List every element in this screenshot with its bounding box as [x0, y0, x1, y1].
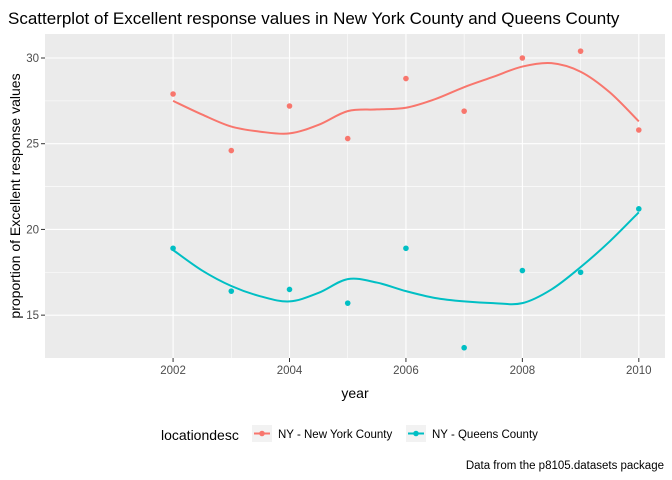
- legend-key-point: [413, 430, 419, 437]
- data-point-series-1: [403, 245, 409, 252]
- data-point-series-1: [344, 300, 351, 306]
- smooth-line-series-0: [172, 61, 640, 135]
- data-point-series-1: [286, 286, 293, 293]
- data-point-series-0: [170, 91, 176, 97]
- data-point-series-1: [519, 267, 526, 274]
- x-axis-title: year: [341, 385, 369, 401]
- data-points: [170, 48, 642, 351]
- legend-key-point: [259, 430, 265, 437]
- data-point-series-0: [403, 75, 409, 82]
- data-point-series-0: [577, 48, 584, 54]
- data-point-series-1: [228, 288, 235, 294]
- y-tick-label: 30: [26, 53, 39, 65]
- x-tick-label: 2002: [160, 365, 186, 377]
- data-point-series-0: [228, 147, 235, 154]
- chart-title: Scatterplot of Excellent response values…: [8, 9, 620, 28]
- y-tick-label: 20: [26, 224, 39, 236]
- data-point-series-1: [577, 269, 584, 276]
- data-point-series-1: [636, 206, 642, 212]
- data-point-series-0: [286, 103, 293, 109]
- x-tick-label: 2010: [626, 365, 652, 377]
- x-tick-label: 2006: [393, 365, 419, 377]
- data-point-series-1: [170, 245, 176, 252]
- smooth-lines: [172, 61, 640, 306]
- x-tick-label: 2004: [277, 365, 303, 377]
- y-tick-label: 15: [26, 310, 39, 322]
- legend-label: NY - Queens County: [432, 429, 538, 441]
- x-axis-ticks: 2002 2004 2006 2008 2010: [160, 358, 652, 377]
- y-axis-title: proportion of Excellent response values: [7, 73, 23, 318]
- smooth-line-series-1: [172, 211, 640, 306]
- y-tick-label: 25: [26, 139, 39, 151]
- chart-caption: Data from the p8105.datasets package: [466, 460, 664, 472]
- legend-label: NY - New York County: [278, 429, 392, 441]
- data-point-series-0: [519, 55, 526, 61]
- data-point-series-0: [461, 108, 467, 114]
- data-point-series-1: [461, 344, 467, 351]
- data-point-series-0: [344, 135, 351, 142]
- y-axis-ticks: 15 20 25 30: [26, 53, 45, 322]
- plot-panel: [45, 34, 665, 358]
- x-tick-label: 2008: [510, 365, 536, 377]
- legend: locationdesc NY - New York County NY - Qu…: [161, 425, 538, 443]
- grid-major: [45, 34, 665, 358]
- legend-title: locationdesc: [161, 427, 239, 443]
- data-point-series-0: [636, 127, 642, 133]
